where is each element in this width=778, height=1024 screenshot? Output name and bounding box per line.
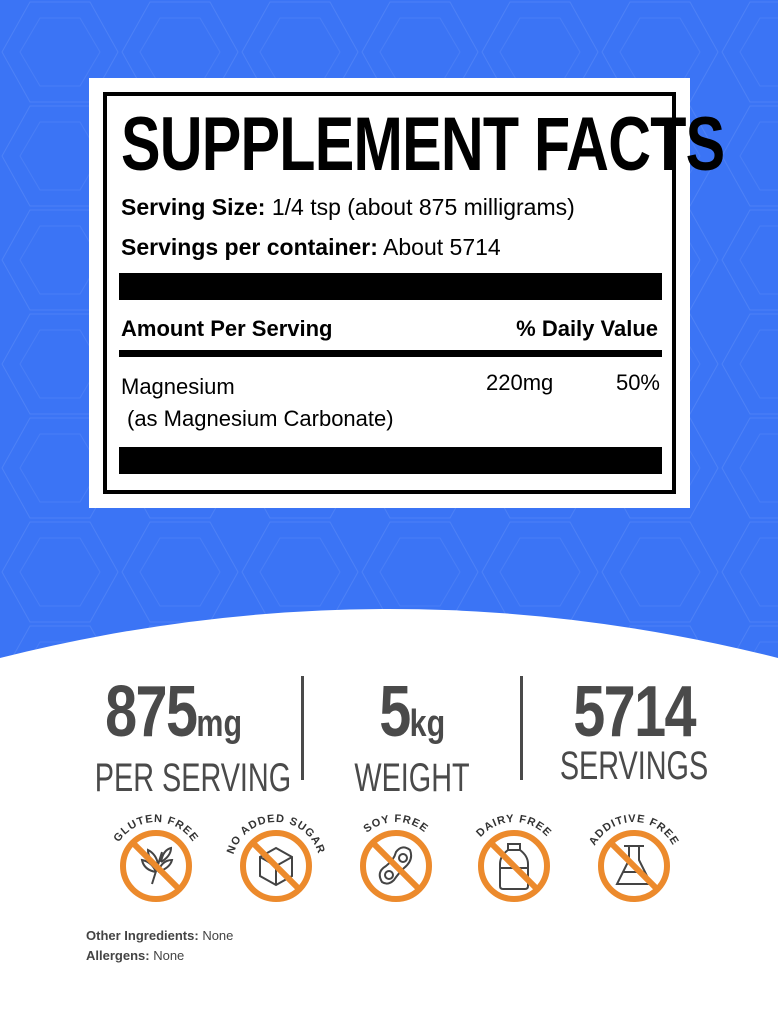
divider-bar — [119, 447, 662, 474]
stat-number: 5 — [379, 672, 411, 752]
divider-line — [119, 350, 662, 357]
prohibition-slash — [130, 840, 182, 892]
badge-label: GLUTEN FREE — [111, 813, 200, 844]
prohibition-slash — [250, 840, 302, 892]
badge-soy-free: SOY FREE — [360, 813, 432, 902]
badge-no-added-sugar: NO ADDED SUGAR — [225, 813, 326, 902]
prohibition-slash — [608, 840, 660, 892]
other-ingredients-label: Other Ingredients: — [86, 928, 199, 943]
prohibition-slash — [488, 840, 540, 892]
stat-label: WEIGHT — [354, 756, 470, 800]
prohibition-slash — [370, 840, 422, 892]
divider-bar — [119, 273, 662, 300]
prohibition-circle-icon — [240, 830, 312, 902]
servings-value: About 5714 — [383, 234, 501, 260]
badge-gluten-free: GLUTEN FREE — [111, 813, 200, 902]
servings-per-container: Servings per container: About 5714 — [121, 234, 501, 261]
stat-divider — [301, 676, 304, 780]
serving-size-value: 1/4 tsp (about 875 milligrams) — [271, 194, 575, 220]
free-from-badges: GLUTEN FREE NO ADDED SUGAR SOY FREE DAIR… — [111, 813, 680, 902]
ingredient-amount: 220mg — [486, 370, 554, 395]
ingredient-daily-value: 50% — [615, 370, 660, 395]
stat-number: 5714 — [573, 672, 696, 752]
soybean-icon — [378, 846, 413, 885]
prohibition-circle-icon — [360, 830, 432, 902]
serving-size: Serving Size: 1/4 tsp (about 875 milligr… — [121, 194, 575, 221]
stat-label: PER SERVING — [94, 756, 292, 800]
stat-value: 5kg — [379, 672, 445, 764]
stat-number: 875 — [105, 672, 199, 752]
ingredient-form: (as Magnesium Carbonate) — [127, 406, 394, 431]
facts-title: SUPPLEMENT FACTS — [121, 102, 725, 187]
badge-dairy-free: DAIRY FREE — [474, 813, 553, 902]
allergens-value: None — [153, 948, 185, 963]
stat-servings: 5714 SERVINGS — [524, 672, 744, 786]
badge-additive-free: ADDITIVE FREE — [587, 813, 680, 902]
stat-unit: mg — [196, 703, 243, 745]
stat-value: 5714 — [573, 672, 696, 752]
daily-value-header: % Daily Value — [516, 316, 658, 341]
stat-unit: kg — [409, 703, 445, 745]
amount-header: Amount Per Serving — [121, 316, 333, 341]
prohibition-circle-icon — [120, 830, 192, 902]
allergens: Allergens: None — [86, 948, 184, 963]
stat-per-serving: 875mg PER SERVING — [64, 672, 292, 800]
stat-weight: 5kg WEIGHT — [302, 672, 522, 798]
stat-label: SERVINGS — [559, 744, 709, 788]
stat-value: 875mg — [106, 672, 243, 764]
ingredient-name: Magnesium — [121, 374, 235, 399]
servings-label: Servings per container: — [121, 234, 378, 260]
other-ingredients-value: None — [202, 928, 234, 943]
allergens-label: Allergens: — [86, 948, 150, 963]
prohibition-circle-icon — [598, 830, 670, 902]
prohibition-circle-icon — [478, 830, 550, 902]
stat-divider — [520, 676, 523, 780]
serving-size-label: Serving Size: — [121, 194, 266, 220]
supplement-facts-panel: SUPPLEMENT FACTS Serving Size: 1/4 tsp (… — [89, 78, 725, 508]
other-ingredients: Other Ingredients: None — [86, 928, 233, 943]
